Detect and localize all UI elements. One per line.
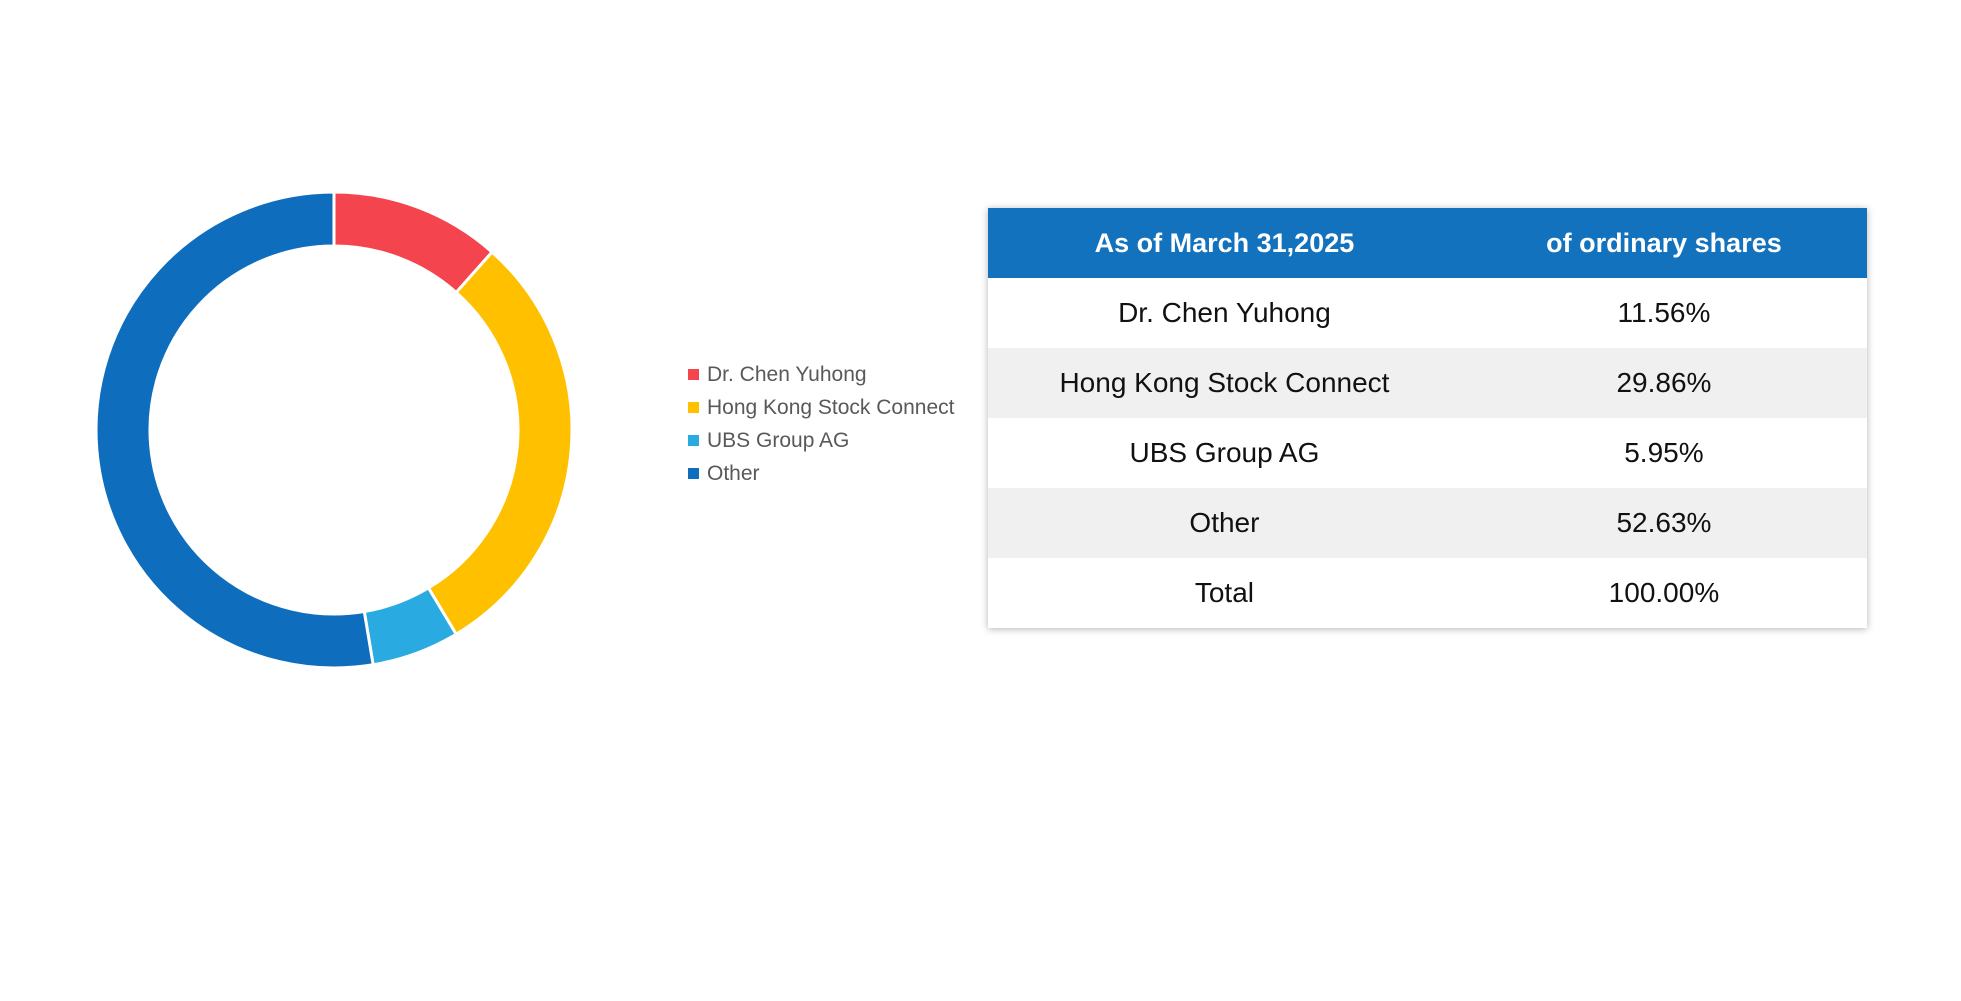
legend-marker-icon: [688, 435, 699, 446]
legend-item: Dr. Chen Yuhong: [688, 358, 955, 391]
legend-item: Other: [688, 457, 955, 490]
donut-slice-3: [94, 190, 375, 670]
table-cell-name: Other: [1189, 507, 1260, 538]
table-row: Hong Kong Stock Connect 29.86%: [988, 348, 1867, 418]
table-row: Other 52.63%: [988, 488, 1867, 558]
table-body: Dr. Chen Yuhong 11.56% Hong Kong Stock C…: [988, 278, 1867, 628]
table-cell-name: UBS Group AG: [1129, 437, 1320, 468]
table-cell-name: Hong Kong Stock Connect: [1059, 367, 1390, 398]
legend-marker-icon: [688, 369, 699, 380]
table-cell-value: 100.00%: [1608, 577, 1720, 608]
legend-label: UBS Group AG: [707, 429, 850, 452]
shareholders-table: As of March 31,2025 of ordinary shares D…: [988, 208, 1867, 628]
table-cell-value: 11.56%: [1617, 297, 1711, 328]
table-cell-name: Dr. Chen Yuhong: [1118, 297, 1331, 328]
legend-item: Hong Kong Stock Connect: [688, 391, 955, 424]
donut-chart: [94, 190, 574, 670]
legend-label: Other: [707, 462, 760, 485]
table-header-shares: of ordinary shares: [1546, 227, 1782, 258]
table-row: Dr. Chen Yuhong 11.56%: [988, 278, 1867, 348]
legend-marker-icon: [688, 402, 699, 413]
table-cell-value: 29.86%: [1616, 367, 1712, 398]
table-cell-name: Total: [1194, 577, 1255, 608]
legend-marker-icon: [688, 468, 699, 479]
table-row: Total 100.00%: [988, 558, 1867, 628]
table-cell-value: 5.95%: [1624, 437, 1704, 468]
donut-slice-1: [426, 249, 574, 637]
legend-item: UBS Group AG: [688, 424, 955, 457]
chart-legend: Dr. Chen Yuhong Hong Kong Stock Connect …: [688, 358, 955, 490]
table-cell-value: 52.63%: [1616, 507, 1712, 538]
table-row: UBS Group AG 5.95%: [988, 418, 1867, 488]
table-header-date: As of March 31,2025: [1094, 227, 1355, 258]
table-header-row: As of March 31,2025 of ordinary shares: [988, 208, 1867, 278]
legend-label: Hong Kong Stock Connect: [707, 396, 955, 419]
legend-label: Dr. Chen Yuhong: [707, 363, 867, 386]
